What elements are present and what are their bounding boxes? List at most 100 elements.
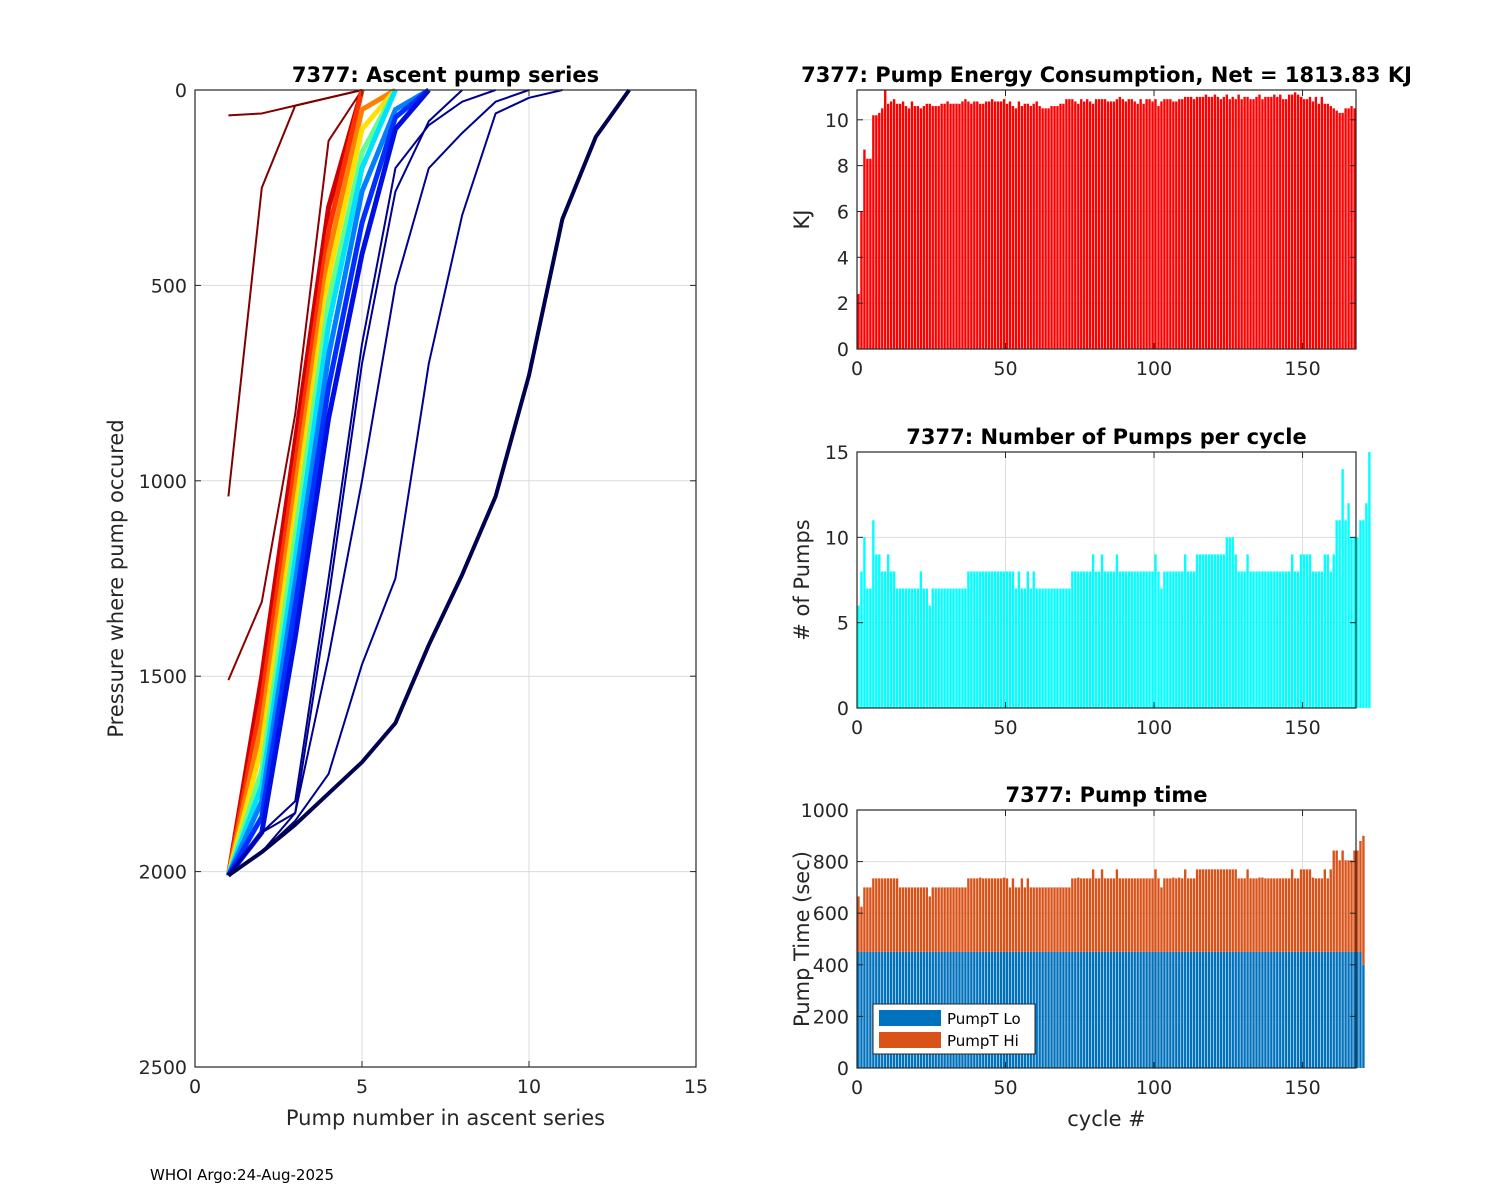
legend-swatch [879, 1032, 941, 1048]
bar-hi [1086, 878, 1089, 952]
bar [949, 588, 952, 708]
bar-lo [1290, 951, 1294, 1068]
bar-hi [1255, 878, 1258, 952]
bar [1148, 99, 1151, 349]
bar-lo [1068, 951, 1071, 1068]
bar [940, 588, 943, 708]
bar-lo [1252, 951, 1255, 1068]
bar [1329, 106, 1332, 349]
bar-hi [1094, 878, 1098, 952]
series-line-cyan [226, 89, 398, 877]
bar [982, 571, 985, 708]
bar [1347, 503, 1350, 708]
bar-hi [928, 896, 931, 952]
bar-lo [1213, 951, 1217, 1068]
bar [1192, 571, 1196, 708]
bar-hi [1273, 878, 1276, 952]
bar [1109, 571, 1113, 708]
bar-hi [1234, 869, 1237, 952]
bar [1219, 554, 1223, 708]
bar-lo [1258, 951, 1261, 1068]
bar [1335, 110, 1338, 349]
bar-lo [857, 951, 860, 1068]
bar [1151, 101, 1154, 349]
bar [1201, 554, 1205, 708]
bar [931, 106, 934, 349]
bar [985, 571, 988, 708]
bar-hi [1249, 878, 1252, 952]
bar [979, 571, 982, 708]
x-tick-label: 150 [1284, 358, 1320, 380]
bar [1264, 96, 1267, 350]
bar-hi [931, 887, 934, 952]
bar-hi [886, 878, 890, 952]
bar [1267, 571, 1270, 708]
bar-lo [1198, 951, 1202, 1068]
bar [1047, 108, 1050, 350]
bar [1195, 554, 1199, 708]
bar-hi [1080, 878, 1083, 952]
bar-hi [1347, 860, 1350, 952]
bar [872, 520, 875, 708]
bar-hi [872, 878, 875, 952]
x-tick-label: 50 [993, 358, 1017, 380]
bar-hi [1192, 878, 1196, 952]
bar [1005, 571, 1009, 708]
bar-hi [1287, 878, 1291, 952]
series-line-navy-b [227, 89, 496, 877]
y-tick-label: 600 [813, 903, 849, 925]
bar [1323, 103, 1327, 349]
bar [1118, 96, 1122, 350]
bar [913, 588, 917, 708]
bar-hi [1068, 887, 1071, 952]
bar [1038, 106, 1041, 349]
bar [967, 101, 970, 349]
chart-title: 7377: Pump Energy Consumption, Net = 181… [801, 63, 1412, 87]
bar-hi [987, 878, 991, 952]
bar-lo [1243, 951, 1246, 1068]
x-tick-label: 0 [851, 358, 863, 380]
bar [1151, 571, 1154, 708]
bar-hi [1097, 878, 1101, 952]
bar [1255, 96, 1258, 350]
bar-hi [1329, 869, 1332, 952]
bar [1008, 571, 1012, 708]
bar-hi [1038, 887, 1041, 952]
bar-hi [1059, 887, 1062, 952]
bar [1213, 554, 1217, 708]
bar [1157, 571, 1160, 708]
legend-swatch [879, 1010, 941, 1026]
bar [1302, 554, 1306, 708]
bar [895, 588, 899, 708]
bar-lo [1240, 951, 1243, 1068]
y-tick-label: 200 [813, 1006, 849, 1028]
bar [1026, 103, 1029, 349]
bar [1178, 99, 1181, 349]
bar-hi [1166, 878, 1169, 952]
bar [1145, 99, 1148, 349]
bar [866, 158, 869, 349]
bar [999, 101, 1003, 349]
bar [1246, 554, 1249, 708]
series-line-blue [226, 88, 431, 877]
bar [955, 588, 958, 708]
bar [1053, 106, 1056, 349]
bar [1154, 99, 1157, 349]
bar-hi [1225, 869, 1228, 952]
bar-hi [1014, 887, 1018, 952]
bar-lo [1350, 951, 1353, 1068]
bar-hi [1210, 869, 1214, 952]
bar-hi [1350, 860, 1353, 952]
bar-hi [878, 878, 881, 952]
bar [1160, 101, 1163, 349]
bar-hi [985, 878, 988, 952]
bar-hi [1222, 869, 1226, 952]
bar [1305, 554, 1309, 708]
bar [1035, 101, 1038, 349]
y-tick-label: 6 [837, 201, 849, 223]
bar-lo [1231, 951, 1234, 1068]
bar-hi [1213, 869, 1217, 952]
bar [940, 103, 943, 349]
bar [1192, 99, 1196, 349]
x-tick-label: 150 [1284, 717, 1320, 739]
